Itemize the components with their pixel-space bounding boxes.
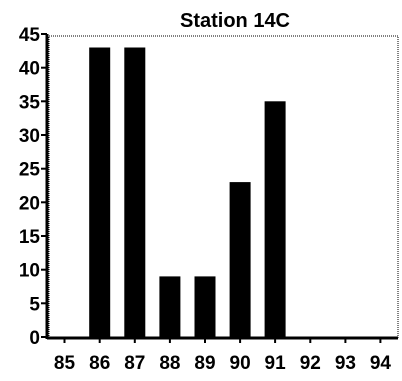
x-tick-label: 88 <box>159 353 180 374</box>
bar-86 <box>89 47 111 337</box>
chart-title: Station 14C <box>180 10 290 32</box>
x-ticks-group: 85 86 87 88 89 90 91 92 93 94 <box>54 337 391 374</box>
x-tick-label: 93 <box>335 353 356 374</box>
bar-87 <box>124 47 146 337</box>
x-tick-label: 92 <box>300 353 321 374</box>
x-tick-label: 85 <box>54 353 76 374</box>
y-tick-label: 10 <box>19 261 40 282</box>
x-tick-label: 87 <box>124 353 145 374</box>
bar-88 <box>159 276 181 337</box>
bar-89 <box>194 276 216 337</box>
y-tick-label: 35 <box>19 92 41 113</box>
y-tick-label: 15 <box>19 227 41 248</box>
y-tick-label: 30 <box>19 126 40 147</box>
y-tick-label: 40 <box>19 59 40 80</box>
x-tick-label: 91 <box>265 353 287 374</box>
y-tick-label: 0 <box>29 328 40 349</box>
y-ticks-group: 0 5 10 15 20 25 30 35 40 45 <box>19 25 47 349</box>
y-tick-label: 25 <box>19 160 41 181</box>
y-tick-label: 20 <box>19 193 40 214</box>
x-tick-label: 89 <box>194 353 215 374</box>
x-tick-label: 94 <box>370 353 392 374</box>
y-tick-label: 5 <box>29 294 40 315</box>
bar-91 <box>264 101 286 337</box>
y-tick-label: 45 <box>19 25 41 46</box>
bars-group <box>89 47 286 337</box>
x-tick-label: 86 <box>89 353 110 374</box>
x-tick-label: 90 <box>230 353 251 374</box>
bar-90 <box>229 182 251 337</box>
plot-frame <box>48 35 399 339</box>
